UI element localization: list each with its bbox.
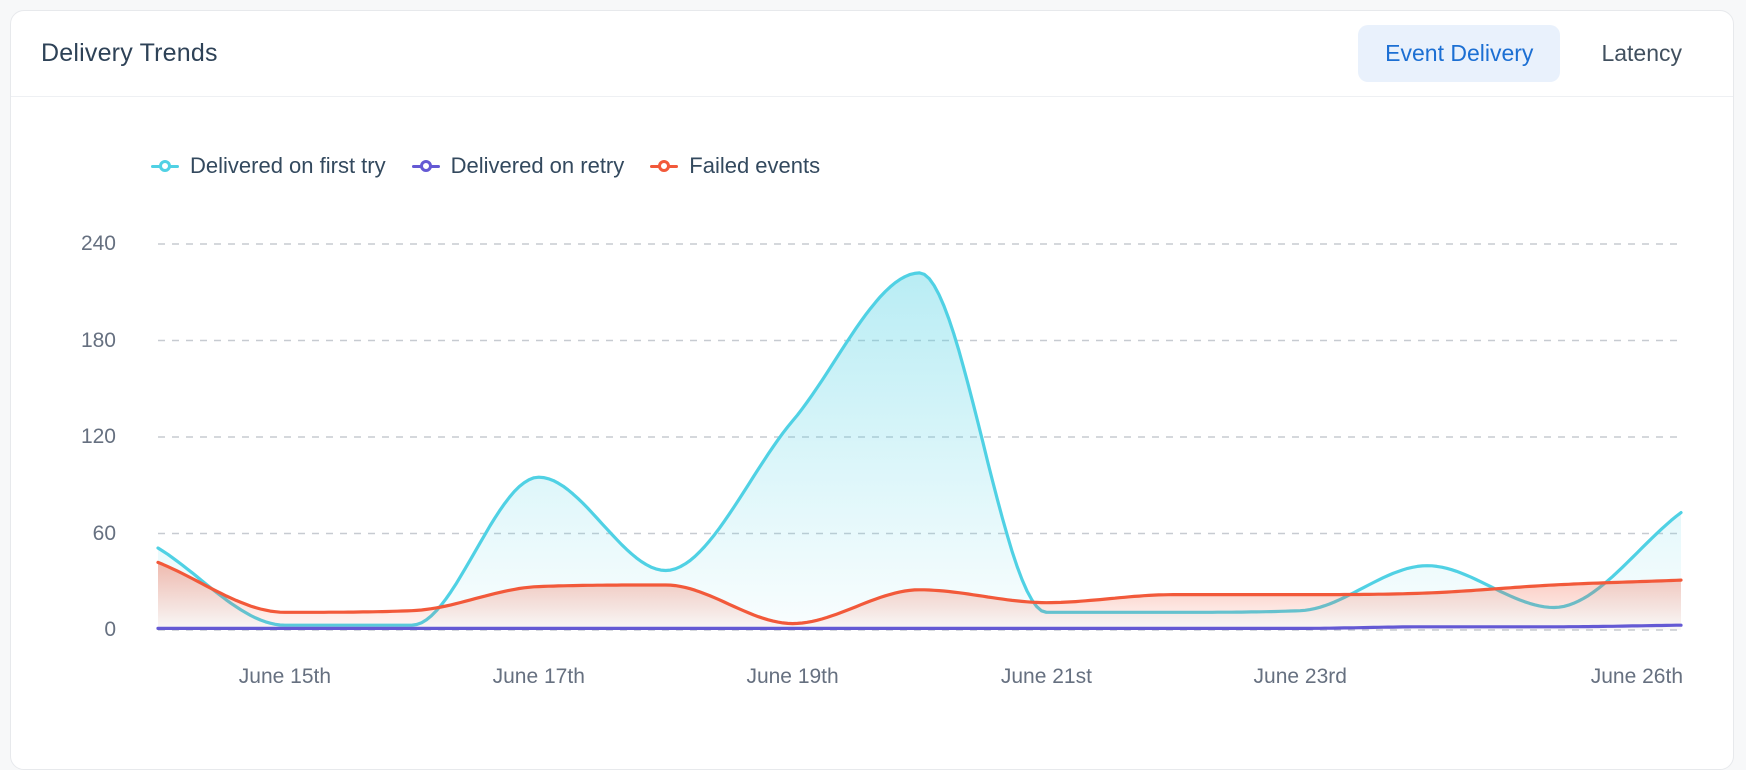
delivery-trends-chart xyxy=(156,243,1683,631)
chart-legend: Delivered on first try Delivered on retry… xyxy=(151,153,820,179)
x-tick-label: June 19th xyxy=(746,665,839,688)
page: { "header": { "title": "Delivery Trends"… xyxy=(10,10,1734,770)
legend-label: Failed events xyxy=(689,153,821,178)
delivery-trends-card: Delivery Trends Event Delivery Latency De… xyxy=(10,10,1734,770)
y-tick-label: 0 xyxy=(104,618,116,641)
x-tick-label: June 15th xyxy=(238,665,332,688)
legend-ring-icon xyxy=(419,160,432,172)
tab-latency[interactable]: Latency xyxy=(1574,25,1709,82)
tab-event-delivery[interactable]: Event Delivery xyxy=(1358,25,1561,82)
legend-marker-icon xyxy=(151,160,179,172)
series-area-failed-events xyxy=(158,562,1681,630)
series-area-delivered-on-first-try xyxy=(158,272,1681,630)
legend-label: Delivered on retry xyxy=(450,153,625,178)
legend-ring-icon xyxy=(159,160,171,172)
y-tick-label: 120 xyxy=(80,425,116,448)
legend-item-delivered-on-retry[interactable]: Delivered on retry xyxy=(411,153,625,179)
page-title: Delivery Trends xyxy=(41,39,218,67)
series-line-failed-events xyxy=(156,560,1683,626)
card-header: Delivery Trends Event Delivery Latency xyxy=(11,11,1733,97)
y-tick-label: 180 xyxy=(80,328,116,352)
legend-marker-icon xyxy=(411,160,440,172)
legend-marker-icon xyxy=(650,160,679,172)
series-line-delivered-on-retry xyxy=(156,623,1683,630)
tab-group: Event Delivery Latency xyxy=(1358,25,1709,82)
chart-area: Delivered on first try Delivered on retry… xyxy=(11,97,1735,751)
legend-ring-icon xyxy=(658,160,671,172)
y-tick-label: 240 xyxy=(80,232,116,255)
x-tick-label: June 17th xyxy=(492,665,585,688)
legend-label: Delivered on first try xyxy=(190,153,386,178)
x-tick-label: June 23rd xyxy=(1253,665,1347,688)
legend-item-failed-events[interactable]: Failed events xyxy=(650,153,820,179)
x-tick-label: June 26th xyxy=(1590,665,1683,688)
legend-item-delivered-on-first-try[interactable]: Delivered on first try xyxy=(151,153,386,179)
y-tick-label: 60 xyxy=(92,521,116,545)
x-tick-label: June 21st xyxy=(1000,665,1092,688)
